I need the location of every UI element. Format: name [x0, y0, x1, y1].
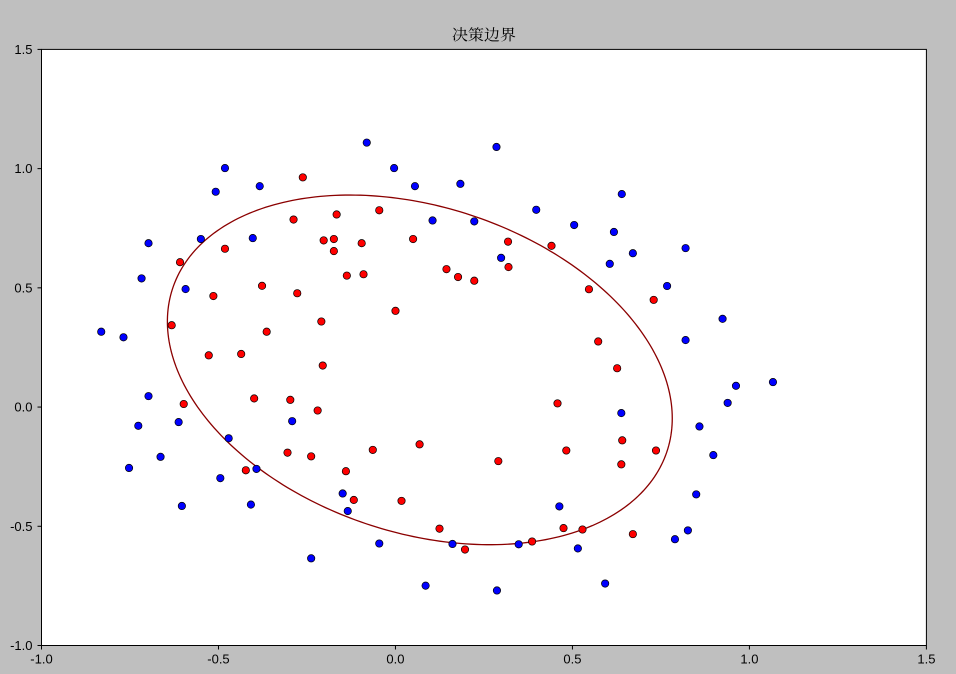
svg-text:0.0: 0.0	[386, 652, 404, 667]
svg-text:0.5: 0.5	[14, 280, 32, 295]
svg-text:1.0: 1.0	[14, 161, 32, 176]
svg-text:-1.0: -1.0	[10, 638, 32, 653]
svg-text:0.5: 0.5	[563, 652, 581, 667]
svg-text:1.5: 1.5	[14, 42, 32, 57]
svg-text:-1.0: -1.0	[30, 652, 52, 667]
svg-text:1.0: 1.0	[740, 652, 758, 667]
svg-text:-0.5: -0.5	[10, 519, 32, 534]
svg-text:决策边界: 决策边界	[452, 23, 516, 46]
svg-text:0.0: 0.0	[14, 400, 32, 415]
svg-text:1.5: 1.5	[917, 652, 935, 667]
svg-text:-0.5: -0.5	[207, 652, 229, 667]
